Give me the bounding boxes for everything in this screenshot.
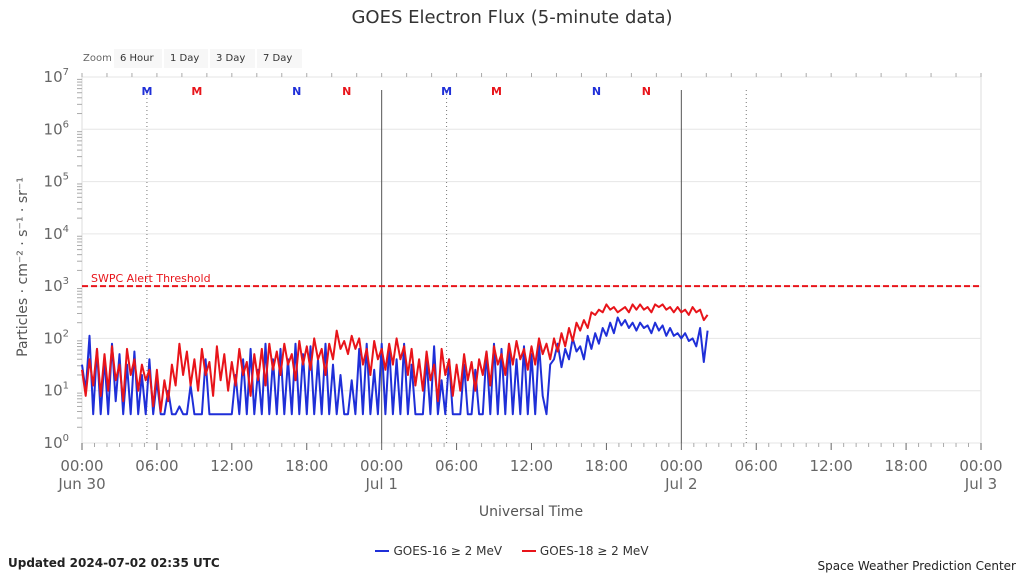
x-tick-label: 06:00: [735, 457, 778, 475]
noon-midnight-marker: M: [441, 85, 452, 98]
x-date-label: Jul 2: [664, 475, 697, 493]
x-tick-label: 12:00: [510, 457, 553, 475]
x-date-label: Jun 30: [57, 475, 105, 493]
y-axis-title: Particles · cm⁻² · s⁻¹ · sr⁻¹: [15, 177, 31, 357]
y-tick-label: 100: [44, 433, 69, 452]
legend-item-goes16[interactable]: GOES-16 ≥ 2 MeV: [375, 544, 502, 558]
source-credit: Space Weather Prediction Center: [817, 559, 1016, 573]
legend-label-goes18: GOES-18 ≥ 2 MeV: [539, 544, 649, 558]
y-tick-label: 102: [44, 328, 69, 347]
zoom-1-day-button[interactable]: 1 Day: [164, 49, 208, 68]
noon-midnight-marker: N: [292, 85, 301, 98]
y-tick-label: 104: [44, 224, 69, 243]
chart-title: GOES Electron Flux (5-minute data): [351, 7, 672, 28]
alert-threshold-label: SWPC Alert Threshold: [91, 272, 211, 285]
legend-swatch-goes16: [375, 550, 390, 552]
updated-timestamp: Updated 2024-07-02 02:35 UTC: [8, 556, 220, 570]
x-tick-label: 00:00: [660, 457, 703, 475]
series-line-goes18: [81, 303, 709, 413]
noon-midnight-marker: N: [592, 85, 601, 98]
x-tick-label: 00:00: [60, 457, 103, 475]
x-date-label: Jul 1: [364, 475, 397, 493]
x-axis-title: Universal Time: [479, 504, 583, 520]
x-tick-label: 12:00: [810, 457, 853, 475]
series-line-goes16: [81, 316, 709, 416]
series-layer: [81, 303, 709, 416]
x-tick-label: 18:00: [585, 457, 628, 475]
zoom-6-hour-button[interactable]: 6 Hour: [114, 49, 162, 68]
y-tick-label: 101: [44, 381, 69, 400]
x-tick-label: 18:00: [884, 457, 927, 475]
y-tick-label: 103: [44, 276, 69, 295]
zoom-3-day-button[interactable]: 3 Day: [210, 49, 255, 68]
x-tick-label: 00:00: [959, 457, 1002, 475]
alert-threshold: SWPC Alert Threshold: [82, 272, 981, 288]
x-tick-label: 06:00: [435, 457, 478, 475]
grid-layer: [81, 76, 982, 444]
chart-legend: GOES-16 ≥ 2 MeV GOES-18 ≥ 2 MeV: [0, 541, 1024, 558]
x-tick-label: 18:00: [285, 457, 328, 475]
zoom-7-day-button[interactable]: 7 Day: [257, 49, 302, 68]
zoom-label: Zoom: [83, 53, 112, 64]
noon-midnight-marker: M: [191, 85, 202, 98]
x-tick-label: 00:00: [360, 457, 403, 475]
noon-midnight-marker: M: [491, 85, 502, 98]
x-tick-label: 06:00: [135, 457, 178, 475]
y-tick-label: 105: [44, 172, 69, 191]
plot-frame: [81, 76, 982, 444]
legend-item-goes18[interactable]: GOES-18 ≥ 2 MeV: [521, 544, 649, 558]
legend-swatch-goes18: [521, 550, 536, 552]
x-date-label: Jul 3: [964, 475, 997, 493]
x-tick-label: 12:00: [210, 457, 253, 475]
noon-midnight-marker: N: [342, 85, 351, 98]
y-tick-label: 107: [44, 67, 69, 86]
legend-label-goes16: GOES-16 ≥ 2 MeV: [393, 544, 503, 558]
noon-midnight-marker: N: [642, 85, 651, 98]
noon-midnight-marker: M: [141, 85, 152, 98]
y-tick-label: 106: [44, 119, 69, 138]
